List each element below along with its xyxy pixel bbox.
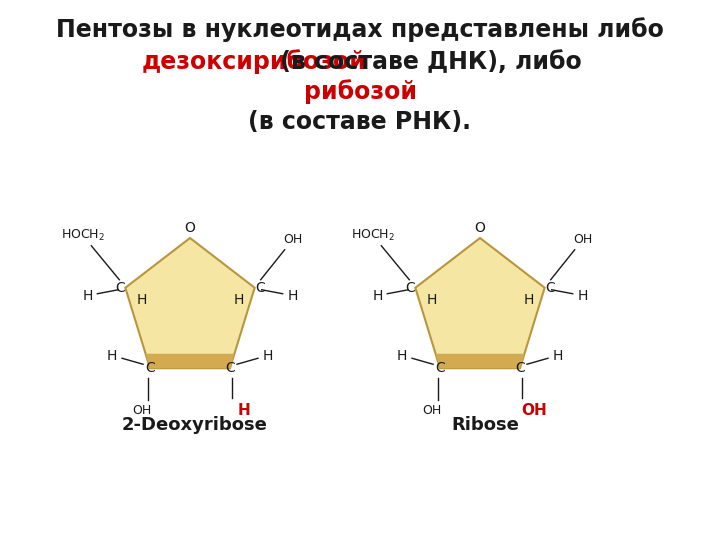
Text: (в составе РНК).: (в составе РНК). [248,110,472,134]
Text: OH: OH [423,404,441,417]
Text: H: H [287,289,298,303]
Polygon shape [125,238,255,368]
Text: C: C [225,361,235,375]
Text: 2-Deoxyribose: 2-Deoxyribose [122,416,268,434]
Text: C: C [515,361,525,375]
Text: C: C [145,361,155,375]
Text: H: H [263,349,273,363]
Text: H: H [553,349,563,363]
Text: H: H [82,289,92,303]
Text: дезоксирибозой: дезоксирибозой [142,50,366,75]
Text: O: O [474,221,485,235]
Polygon shape [436,354,524,368]
Text: H: H [136,293,146,307]
Text: C: C [255,281,264,295]
Text: OH: OH [521,403,547,418]
Text: OH: OH [132,404,152,417]
Text: H: H [577,289,588,303]
Text: C: C [405,281,415,295]
Text: HOCH$_2$: HOCH$_2$ [351,228,395,244]
Text: H: H [233,293,244,307]
Text: C: C [435,361,445,375]
Text: OH: OH [283,233,302,246]
Text: C: C [115,281,125,295]
Text: Пентозы в нуклеотидах представлены либо: Пентозы в нуклеотидах представлены либо [56,18,664,43]
Text: C: C [545,281,554,295]
Text: H: H [107,349,117,363]
Text: Ribose: Ribose [451,416,519,434]
Text: H: H [397,349,408,363]
Text: H: H [426,293,436,307]
Text: OH: OH [573,233,593,246]
Text: H: H [238,403,251,418]
Text: (в составе ДНК), либо: (в составе ДНК), либо [272,50,582,74]
Text: H: H [523,293,534,307]
Text: рибозой: рибозой [304,79,416,104]
Polygon shape [415,238,544,368]
Polygon shape [145,354,235,368]
Text: H: H [372,289,382,303]
Text: O: O [184,221,195,235]
Text: HOCH$_2$: HOCH$_2$ [61,228,105,244]
